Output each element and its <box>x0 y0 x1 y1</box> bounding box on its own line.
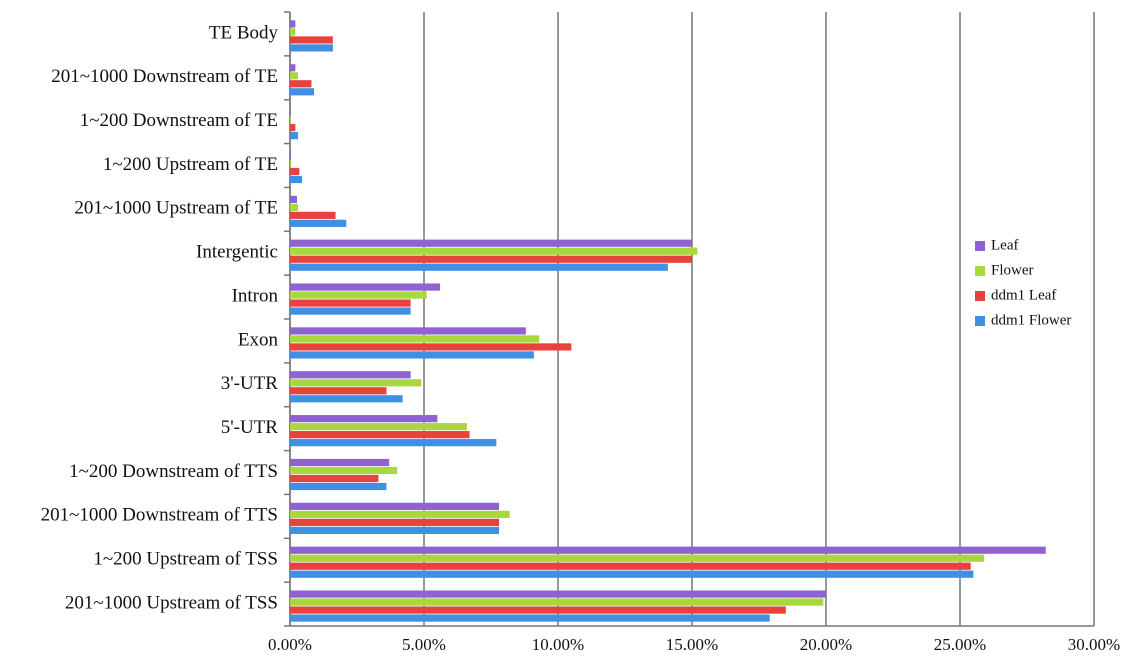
bar <box>290 598 824 606</box>
bar <box>290 124 296 132</box>
bar <box>290 44 333 52</box>
bar <box>290 395 403 403</box>
bar <box>290 423 467 431</box>
y-tick-label: 1~200 Downstream of TE <box>80 110 278 131</box>
bar <box>290 151 292 160</box>
bar <box>290 482 387 491</box>
bar <box>290 28 296 36</box>
bar <box>290 80 312 88</box>
bar <box>290 263 668 271</box>
bar <box>290 72 299 80</box>
bar <box>290 116 292 124</box>
bar <box>290 415 438 423</box>
x-tick-label: 10.00% <box>532 635 584 654</box>
bar <box>290 606 786 614</box>
bar <box>290 458 390 467</box>
bar <box>290 439 497 447</box>
y-tick-label: 5'-UTR <box>221 417 279 438</box>
y-tick-label: Exon <box>238 329 279 350</box>
bar <box>290 255 692 263</box>
bar <box>290 371 411 379</box>
bar <box>290 247 698 255</box>
bar <box>290 159 292 168</box>
legend-label: Leaf <box>991 237 1018 253</box>
y-tick-label: 3'-UTR <box>221 373 279 394</box>
x-tick-label: 15.00% <box>666 635 718 654</box>
bar <box>290 299 411 307</box>
x-tick-label: 25.00% <box>934 635 986 654</box>
bar <box>290 327 526 335</box>
bar <box>290 431 470 439</box>
bar <box>290 108 291 116</box>
y-tick-label: 201~1000 Upstream of TE <box>74 198 278 219</box>
legend-label: ddm1 Flower <box>991 312 1071 328</box>
bar <box>290 64 296 72</box>
y-tick-label: 1~200 Upstream of TSS <box>93 549 278 570</box>
bar <box>290 351 534 359</box>
bar <box>290 614 770 622</box>
bar <box>290 219 347 227</box>
bar <box>290 570 974 578</box>
bar <box>290 167 300 176</box>
x-tick-label: 30.00% <box>1068 635 1120 654</box>
legend-swatch <box>975 266 985 276</box>
bar <box>290 546 1046 554</box>
y-tick-label: Intron <box>232 285 279 306</box>
bar <box>290 562 971 570</box>
bar <box>290 379 422 387</box>
bar <box>290 526 500 534</box>
y-tick-label: 201~1000 Downstream of TE <box>51 66 278 87</box>
y-tick-label: 1~200 Downstream of TTS <box>69 461 278 482</box>
legend-swatch <box>975 316 985 326</box>
bar <box>290 88 315 96</box>
bar <box>290 195 297 203</box>
bar <box>290 474 379 483</box>
legend-swatch <box>975 241 985 251</box>
bar <box>290 203 299 211</box>
bar <box>290 132 299 140</box>
bar <box>290 239 692 247</box>
bar <box>290 211 336 219</box>
legend-swatch <box>975 291 985 301</box>
x-tick-label: 5.00% <box>402 635 446 654</box>
bar <box>290 291 427 299</box>
bar <box>290 466 398 475</box>
bar <box>290 387 387 395</box>
y-tick-label: Intergentic <box>196 242 278 263</box>
bar <box>290 307 411 315</box>
bar <box>290 36 333 44</box>
bar <box>290 175 303 184</box>
y-tick-label: 1~200 Upstream of TE <box>103 154 278 175</box>
bar <box>290 20 296 28</box>
x-tick-label: 20.00% <box>800 635 852 654</box>
bar <box>290 554 985 562</box>
legend-label: ddm1 Leaf <box>991 287 1056 303</box>
bar <box>290 590 826 598</box>
bar <box>290 335 540 343</box>
bar <box>290 518 500 526</box>
y-tick-label: 201~1000 Upstream of TSS <box>65 592 278 613</box>
y-tick-label: 201~1000 Downstream of TTS <box>41 505 278 526</box>
bar <box>290 343 572 351</box>
x-tick-label: 0.00% <box>268 635 312 654</box>
y-tick-label: TE Body <box>209 22 279 43</box>
bar <box>290 502 500 510</box>
legend-label: Flower <box>991 262 1034 278</box>
bar <box>290 510 510 518</box>
bar <box>290 283 441 291</box>
